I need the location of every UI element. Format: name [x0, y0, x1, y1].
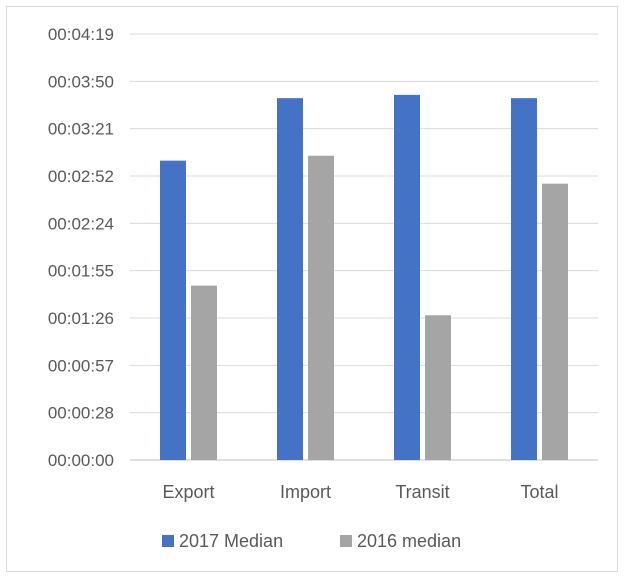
- bars: [160, 94, 568, 461]
- y-tick-label: 00:00:00: [48, 451, 114, 470]
- legend-swatch: [340, 535, 352, 547]
- bar-2017-total: [511, 98, 537, 460]
- legend-label: 2017 Median: [179, 531, 283, 551]
- y-tick-label: 00:02:52: [48, 167, 114, 186]
- bar-2017-export: [160, 160, 186, 460]
- y-tick-label: 00:01:55: [48, 262, 114, 281]
- bar-2016-import: [308, 155, 334, 460]
- y-axis-tick-labels: 00:00:00 00:00:28 00:00:57 00:01:26 00:01:55…: [48, 25, 114, 470]
- category-label: Export: [162, 482, 214, 502]
- bar-2017-transit: [394, 94, 420, 460]
- y-tick-label: 00:02:24: [48, 214, 114, 233]
- y-tick-label: 00:04:19: [48, 25, 114, 44]
- legend: 2017 Median 2016 median: [162, 531, 461, 551]
- bar-2016-total: [542, 183, 568, 461]
- bar-2016-export: [191, 285, 217, 460]
- legend-label: 2016 median: [357, 531, 461, 551]
- category-label: Import: [280, 482, 331, 502]
- x-axis-category-labels: Export Import Transit Total: [162, 482, 558, 502]
- y-tick-label: 00:03:21: [48, 120, 114, 139]
- legend-swatch: [162, 535, 174, 547]
- bar-2017-import: [277, 98, 303, 460]
- y-tick-label: 00:03:50: [48, 72, 114, 91]
- category-label: Total: [520, 482, 558, 502]
- y-tick-label: 00:01:26: [48, 309, 114, 328]
- category-label: Transit: [395, 482, 449, 502]
- y-tick-label: 00:00:57: [48, 356, 114, 375]
- y-tick-label: 00:00:28: [48, 404, 114, 423]
- bar-2016-transit: [425, 315, 451, 460]
